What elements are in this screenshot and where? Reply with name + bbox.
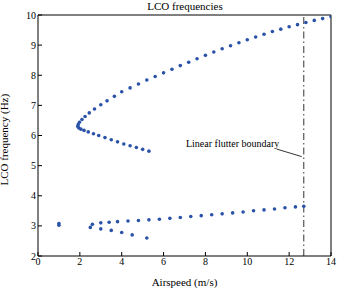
svg-text:8: 8 [31,70,36,81]
svg-text:9: 9 [31,40,36,51]
svg-text:6: 6 [31,130,36,141]
svg-text:10: 10 [242,256,252,267]
svg-text:3: 3 [31,220,36,231]
svg-text:5: 5 [31,160,36,171]
svg-text:10: 10 [26,10,36,21]
svg-text:0: 0 [36,256,41,267]
svg-text:8: 8 [203,256,208,267]
svg-text:14: 14 [326,256,329,267]
svg-text:Linear flutter boundary: Linear flutter boundary [186,138,279,149]
svg-text:4: 4 [119,256,124,267]
svg-text:2: 2 [77,256,82,267]
html-text:LCO frequencies: LCO frequencies [147,0,223,12]
svg-text:LCO frequency (Hz): LCO frequency (Hz) [8,94,11,186]
svg-text:12: 12 [284,256,294,267]
svg-text:6: 6 [161,256,166,267]
svg-text:4: 4 [31,190,36,201]
svg-text:7: 7 [31,100,36,111]
svg-text:2: 2 [31,251,36,262]
svg-text:Airspeed (m/s): Airspeed (m/s) [152,276,218,289]
